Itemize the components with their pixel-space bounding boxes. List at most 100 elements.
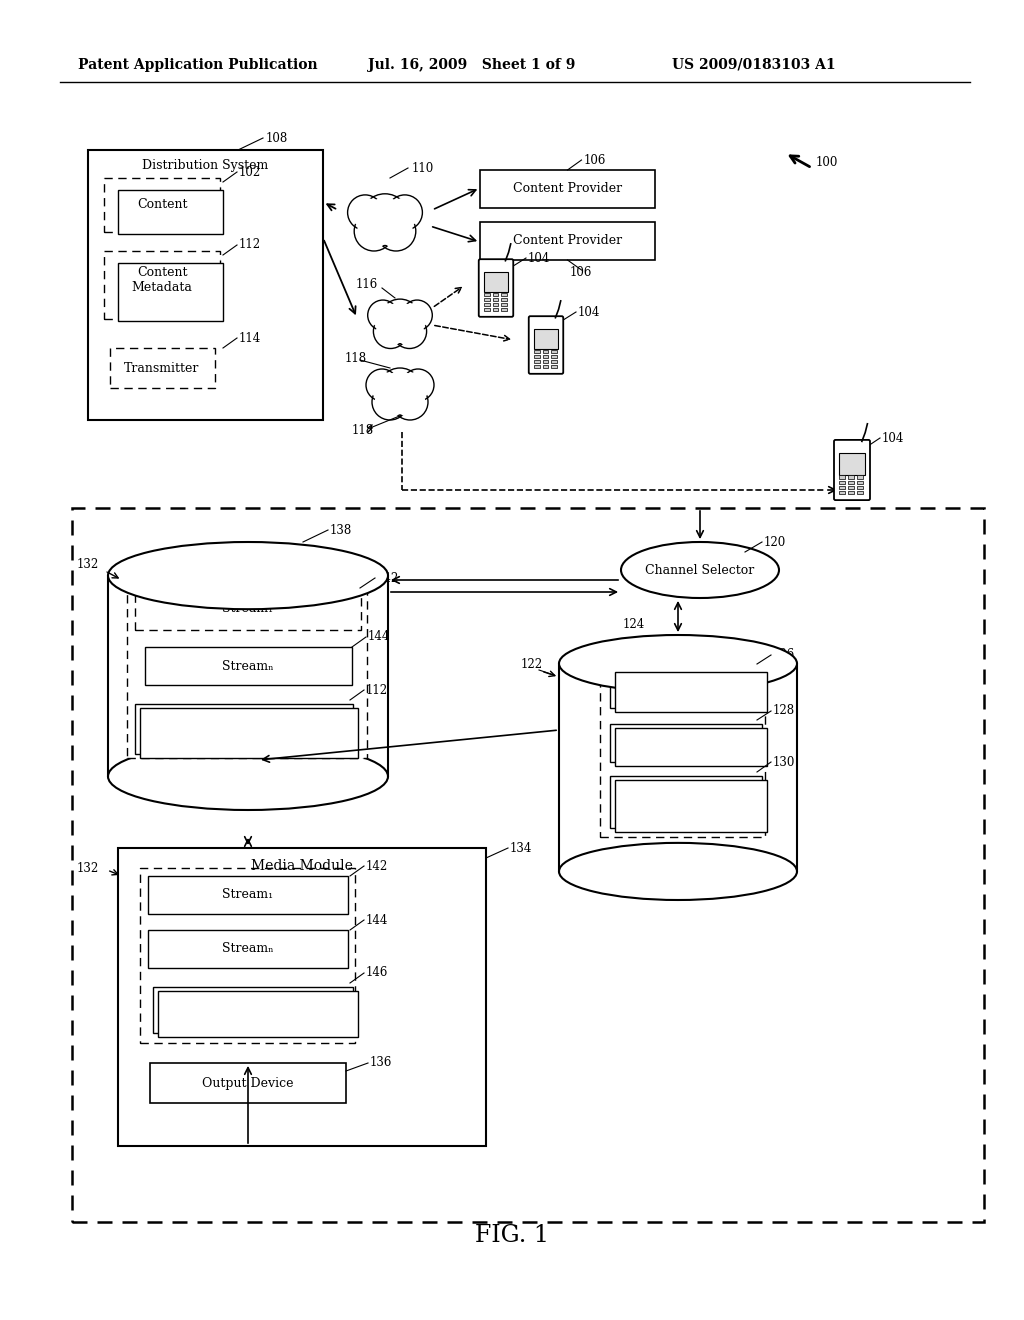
Bar <box>158 991 358 1038</box>
Text: 100: 100 <box>816 156 839 169</box>
Bar <box>114 186 219 230</box>
Circle shape <box>388 317 412 342</box>
Circle shape <box>366 370 398 401</box>
Circle shape <box>402 370 434 401</box>
Bar <box>493 298 499 301</box>
Bar <box>551 360 557 363</box>
Bar <box>605 719 757 758</box>
Text: 112: 112 <box>366 684 388 697</box>
Bar <box>543 355 548 358</box>
Text: 132: 132 <box>77 862 99 874</box>
Ellipse shape <box>108 543 388 610</box>
Bar <box>848 480 854 483</box>
FancyBboxPatch shape <box>479 259 513 317</box>
Bar <box>501 293 507 296</box>
Text: 110: 110 <box>412 161 434 174</box>
Bar <box>88 150 323 420</box>
Ellipse shape <box>559 635 797 692</box>
Circle shape <box>376 317 406 346</box>
Bar <box>153 987 353 1034</box>
Text: 106: 106 <box>569 265 592 279</box>
Bar <box>615 729 767 766</box>
Bar <box>543 350 548 354</box>
Text: 128: 128 <box>773 705 795 718</box>
Bar <box>493 308 499 312</box>
Bar <box>535 364 540 368</box>
Bar <box>501 298 507 301</box>
Bar <box>615 672 767 711</box>
Text: 116: 116 <box>356 279 378 292</box>
Circle shape <box>394 387 425 417</box>
Text: Content Provider: Content Provider <box>513 182 622 195</box>
Text: Distribution System: Distribution System <box>142 160 268 173</box>
Bar <box>840 453 864 475</box>
Text: 142: 142 <box>377 572 399 585</box>
Text: Streamₙ: Streamₙ <box>222 942 273 956</box>
Bar <box>484 298 489 301</box>
Text: Content Metadata: Content Metadata <box>182 718 298 731</box>
Bar <box>840 480 846 483</box>
Text: Content Storage: Content Storage <box>189 557 306 572</box>
Text: Transmitter: Transmitter <box>124 362 200 375</box>
Bar <box>148 983 348 1030</box>
Text: FIG. 1: FIG. 1 <box>475 1224 549 1246</box>
Bar <box>857 480 863 483</box>
Bar <box>840 491 846 494</box>
Bar <box>840 486 846 488</box>
Circle shape <box>401 300 432 330</box>
Bar <box>118 847 486 1146</box>
Bar <box>605 664 757 704</box>
Bar <box>848 486 854 488</box>
Text: 144: 144 <box>368 631 390 644</box>
Bar <box>484 308 489 312</box>
Bar <box>72 508 984 1222</box>
Bar <box>551 364 557 368</box>
Text: 106: 106 <box>584 153 606 166</box>
Text: Content: Content <box>137 198 187 211</box>
Bar <box>150 1063 346 1104</box>
Circle shape <box>369 213 401 246</box>
Bar <box>110 255 215 313</box>
Text: 134: 134 <box>510 842 532 854</box>
Text: 114: 114 <box>239 331 261 345</box>
Text: Content
Metadata: Content Metadata <box>131 267 193 294</box>
Text: 102: 102 <box>239 165 261 178</box>
Bar <box>848 491 854 494</box>
Circle shape <box>372 384 408 420</box>
FancyBboxPatch shape <box>834 440 870 500</box>
Bar <box>493 293 499 296</box>
Circle shape <box>392 314 427 348</box>
Bar <box>535 350 540 354</box>
Bar <box>148 931 348 968</box>
Circle shape <box>368 300 398 330</box>
Bar <box>104 178 220 232</box>
Bar <box>140 869 355 1043</box>
Bar <box>535 360 540 363</box>
Text: Content Filter: Content Filter <box>636 677 726 690</box>
Bar <box>480 222 655 260</box>
Bar <box>114 259 219 317</box>
Circle shape <box>378 368 422 412</box>
Bar <box>118 190 223 234</box>
Bar <box>108 543 388 776</box>
Bar <box>135 587 361 630</box>
Text: Stream₁: Stream₁ <box>222 888 273 902</box>
Bar <box>535 329 558 350</box>
Text: 144: 144 <box>366 913 388 927</box>
Bar <box>543 364 548 368</box>
Bar <box>615 780 767 832</box>
Circle shape <box>395 317 424 346</box>
Text: 112: 112 <box>239 239 261 252</box>
Text: 132: 132 <box>77 557 99 570</box>
Circle shape <box>379 300 421 341</box>
Circle shape <box>404 302 430 329</box>
Text: 118: 118 <box>345 351 368 364</box>
Circle shape <box>370 302 396 329</box>
Circle shape <box>350 198 380 227</box>
Circle shape <box>357 214 391 248</box>
Text: 138: 138 <box>330 524 352 536</box>
Circle shape <box>387 195 423 230</box>
Text: 130: 130 <box>773 755 796 768</box>
Text: 146: 146 <box>366 966 388 979</box>
Bar <box>130 700 348 750</box>
